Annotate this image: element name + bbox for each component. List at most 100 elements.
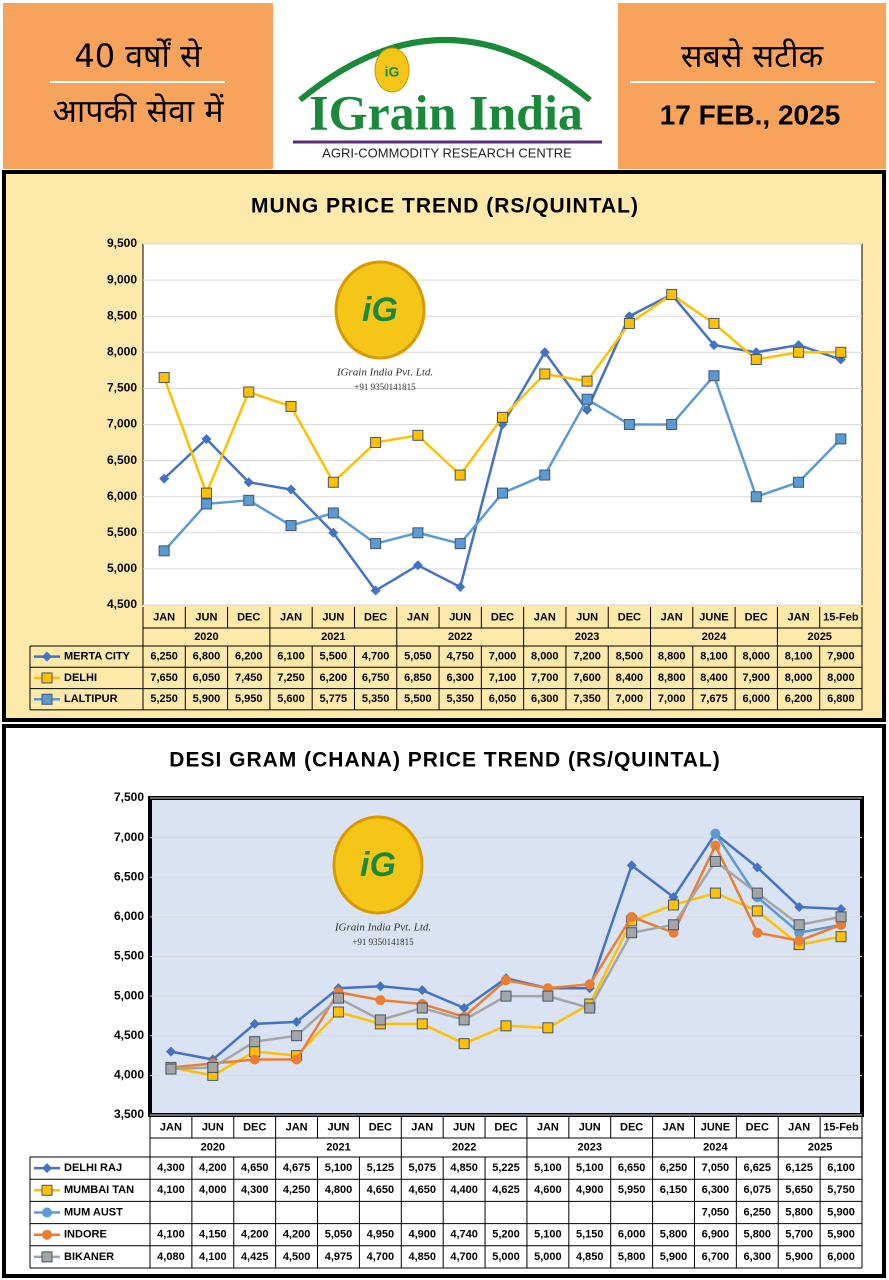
marker (626, 927, 638, 939)
table-value: 4,900 (408, 1229, 436, 1241)
x-tick-label: DEC (746, 1121, 769, 1133)
table-value: 4,650 (367, 1184, 395, 1196)
table-value: 4,750 (446, 651, 474, 663)
table-value: 8,800 (658, 672, 686, 684)
table-value: 8,800 (658, 651, 686, 663)
marker (666, 289, 678, 301)
table-value: 6,250 (660, 1162, 688, 1174)
table-value: 5,050 (325, 1229, 353, 1241)
x-tick-label: JAN (153, 611, 175, 623)
table-value: 4,600 (534, 1184, 562, 1196)
table-value: 6,075 (744, 1184, 772, 1196)
marker (374, 1014, 386, 1026)
marker (332, 1006, 344, 1018)
watermark-name: IGrain India Pvt. Ltd. (334, 922, 431, 934)
table-value: 4,850 (450, 1162, 478, 1174)
legend-marker (41, 1184, 53, 1196)
legend-label: DELHI (64, 672, 97, 684)
marker (285, 400, 297, 412)
table-value: 5,900 (785, 1251, 813, 1263)
marker (794, 901, 805, 912)
marker (327, 476, 339, 488)
table-value: 5,900 (827, 1229, 855, 1241)
marker (709, 855, 721, 867)
logo-title: IGrain India (309, 84, 583, 140)
y-tick-label: 4,000 (114, 1068, 144, 1082)
table-value: 4,200 (241, 1229, 269, 1241)
chart-title: DESI GRAM (CHANA) PRICE TREND (RS/QUINTA… (169, 749, 720, 772)
x-tick-label: DEC (745, 611, 768, 623)
y-tick-label: 5,500 (114, 949, 144, 963)
y-tick-label: 4,500 (114, 1028, 144, 1042)
watermark-phone: +91 9350141815 (354, 382, 416, 392)
legend-marker (42, 651, 52, 662)
table-value: 5,050 (404, 651, 432, 663)
table-value: 5,900 (827, 1206, 855, 1218)
marker (412, 560, 423, 571)
marker (626, 911, 637, 922)
marker (370, 437, 382, 449)
legend-label: DELHI RAJ (64, 1162, 122, 1174)
table-value: 5,900 (193, 693, 221, 705)
marker (370, 585, 381, 596)
x-tick-label: DEC (364, 611, 387, 623)
marker (416, 1002, 428, 1014)
x-tick-label: JUN (449, 611, 471, 623)
table-value: 6,125 (785, 1162, 813, 1174)
header-left-panel (3, 3, 273, 169)
marker (793, 476, 805, 488)
marker (458, 1038, 470, 1050)
table-value: 5,125 (367, 1162, 395, 1174)
marker (708, 340, 719, 351)
chart-title: MUNG PRICE TREND (RS/QUINTAL) (251, 195, 639, 218)
marker (158, 545, 170, 557)
marker (794, 935, 805, 946)
table-value: 4,425 (241, 1251, 269, 1263)
x-tick-label: JAN (407, 611, 429, 623)
legend-marker (42, 1207, 52, 1218)
table-value: 5,950 (618, 1184, 646, 1196)
legend-label: INDORE (64, 1229, 107, 1241)
marker (291, 1054, 302, 1065)
table-value: 5,000 (492, 1251, 520, 1263)
table-value: 6,200 (235, 651, 263, 663)
legend-marker (42, 1229, 52, 1240)
marker (500, 990, 512, 1002)
marker (581, 375, 593, 387)
y-tick-label: 7,500 (114, 790, 144, 804)
table-value: 5,775 (320, 693, 348, 705)
marker (285, 520, 297, 532)
x-tick-label: 15-Feb (823, 1121, 859, 1133)
table-value: 5,500 (320, 651, 348, 663)
x-tick-label: JUN (327, 1121, 349, 1133)
y-tick-label: 9,000 (107, 272, 137, 286)
year-label: 2023 (575, 631, 599, 643)
marker (412, 527, 424, 539)
x-tick-label: DEC (369, 1121, 392, 1133)
table-value: 7,900 (742, 672, 770, 684)
marker (835, 346, 847, 358)
marker (584, 979, 595, 990)
marker (459, 1003, 470, 1014)
y-tick-label: 9,500 (107, 236, 137, 250)
table-value: 8,100 (700, 651, 728, 663)
table-value: 5,075 (408, 1162, 436, 1174)
table-value: 4,100 (157, 1229, 185, 1241)
marker (158, 372, 170, 384)
marker (375, 981, 386, 992)
x-tick-label: JAN (788, 611, 810, 623)
table-value: 5,950 (235, 693, 263, 705)
header-right-panel (618, 3, 886, 169)
marker (835, 433, 847, 445)
marker (623, 419, 635, 430)
table-value: 7,000 (489, 651, 517, 663)
table-value: 7,100 (489, 672, 517, 684)
table-value: 4,300 (157, 1162, 185, 1174)
marker (497, 411, 508, 423)
table-value: 4,650 (241, 1162, 269, 1174)
marker (207, 1061, 219, 1073)
table-value: 8,400 (700, 672, 728, 684)
table-value: 6,300 (531, 693, 559, 705)
legend-marker (41, 693, 53, 705)
